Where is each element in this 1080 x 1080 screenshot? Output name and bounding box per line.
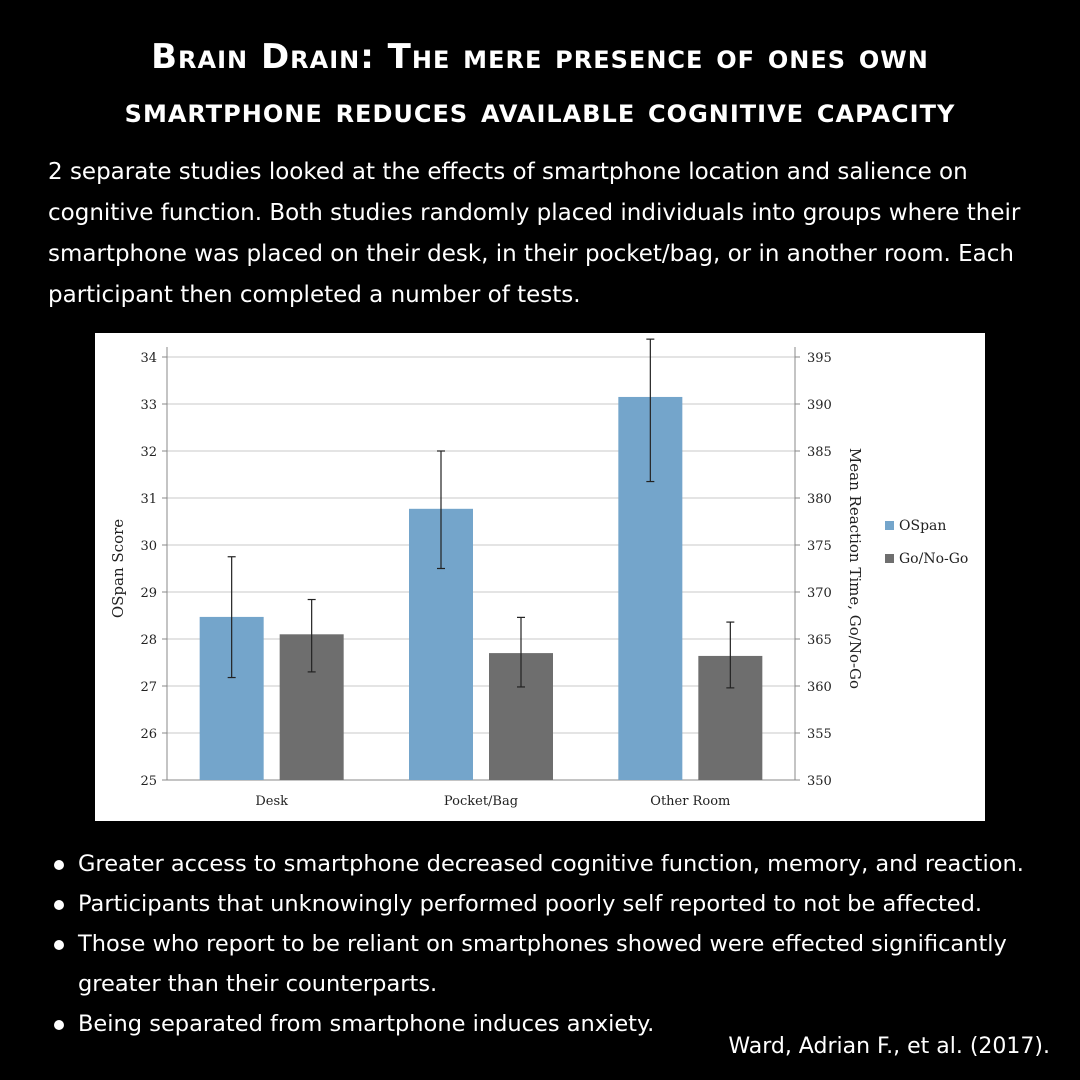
y-tick-label: 33 xyxy=(140,398,157,413)
citation: Ward, Adrian F., et al. (2017). xyxy=(728,1034,1050,1059)
y2-axis-label: Mean Reaction Time, Go/No-Go xyxy=(846,448,864,689)
legend-swatch xyxy=(885,521,894,530)
y2-tick-label: 395 xyxy=(807,351,832,366)
legend-label: Go/No-Go xyxy=(899,551,968,567)
y-tick-label: 25 xyxy=(140,774,157,789)
legend-swatch xyxy=(885,554,894,563)
x-tick-label: Desk xyxy=(255,794,288,809)
y2-tick-label: 390 xyxy=(807,398,832,413)
bar-chart: 25 26 27 28 29 30 31 32 33 34 350 355 360 365 370 375 38… xyxy=(109,338,968,809)
y2-tick-label: 365 xyxy=(807,633,832,648)
y-tick-label: 29 xyxy=(140,586,157,601)
x-tick-label: Pocket/Bag xyxy=(444,794,518,809)
y2-tick-label: 355 xyxy=(807,727,832,742)
x-tick-label: Other Room xyxy=(650,794,730,809)
y-tick-label: 31 xyxy=(140,492,157,507)
page-title: Brain Drain: The mere presence of ones o… xyxy=(0,30,1080,138)
finding-item: Participants that unknowingly performed … xyxy=(48,884,1048,924)
y2-tick-label: 370 xyxy=(807,586,832,601)
y-tick-label: 27 xyxy=(140,680,157,695)
findings-list: Greater access to smartphone decreased c… xyxy=(48,844,1048,1044)
legend-label: OSpan xyxy=(899,518,946,534)
y2-tick-label: 385 xyxy=(807,445,832,460)
y-tick-label: 32 xyxy=(140,445,157,460)
y2-tick-label: 380 xyxy=(807,492,832,507)
title-line-1: Brain Drain: The mere presence of ones o… xyxy=(151,37,929,77)
intro-paragraph: 2 separate studies looked at the effects… xyxy=(48,159,1021,308)
chart-panel: 25 26 27 28 29 30 31 32 33 34 350 355 360 365 370 375 38… xyxy=(95,333,985,821)
y2-tick-label: 375 xyxy=(807,539,832,554)
finding-item: Greater access to smartphone decreased c… xyxy=(48,844,1048,884)
y-tick-label: 28 xyxy=(140,633,157,648)
y-tick-label: 30 xyxy=(140,539,157,554)
title-line-2: smartphone reduces available cognitive c… xyxy=(124,91,956,131)
finding-item: Those who report to be reliant on smartp… xyxy=(48,924,1048,1004)
y2-tick-label: 360 xyxy=(807,680,832,695)
y2-tick-label: 350 xyxy=(807,774,832,789)
y-tick-label: 34 xyxy=(140,351,157,366)
finding-item: Being separated from smartphone induces … xyxy=(48,1004,1048,1044)
y-axis-label: OSpan Score xyxy=(109,519,127,618)
y-tick-label: 26 xyxy=(140,727,157,742)
